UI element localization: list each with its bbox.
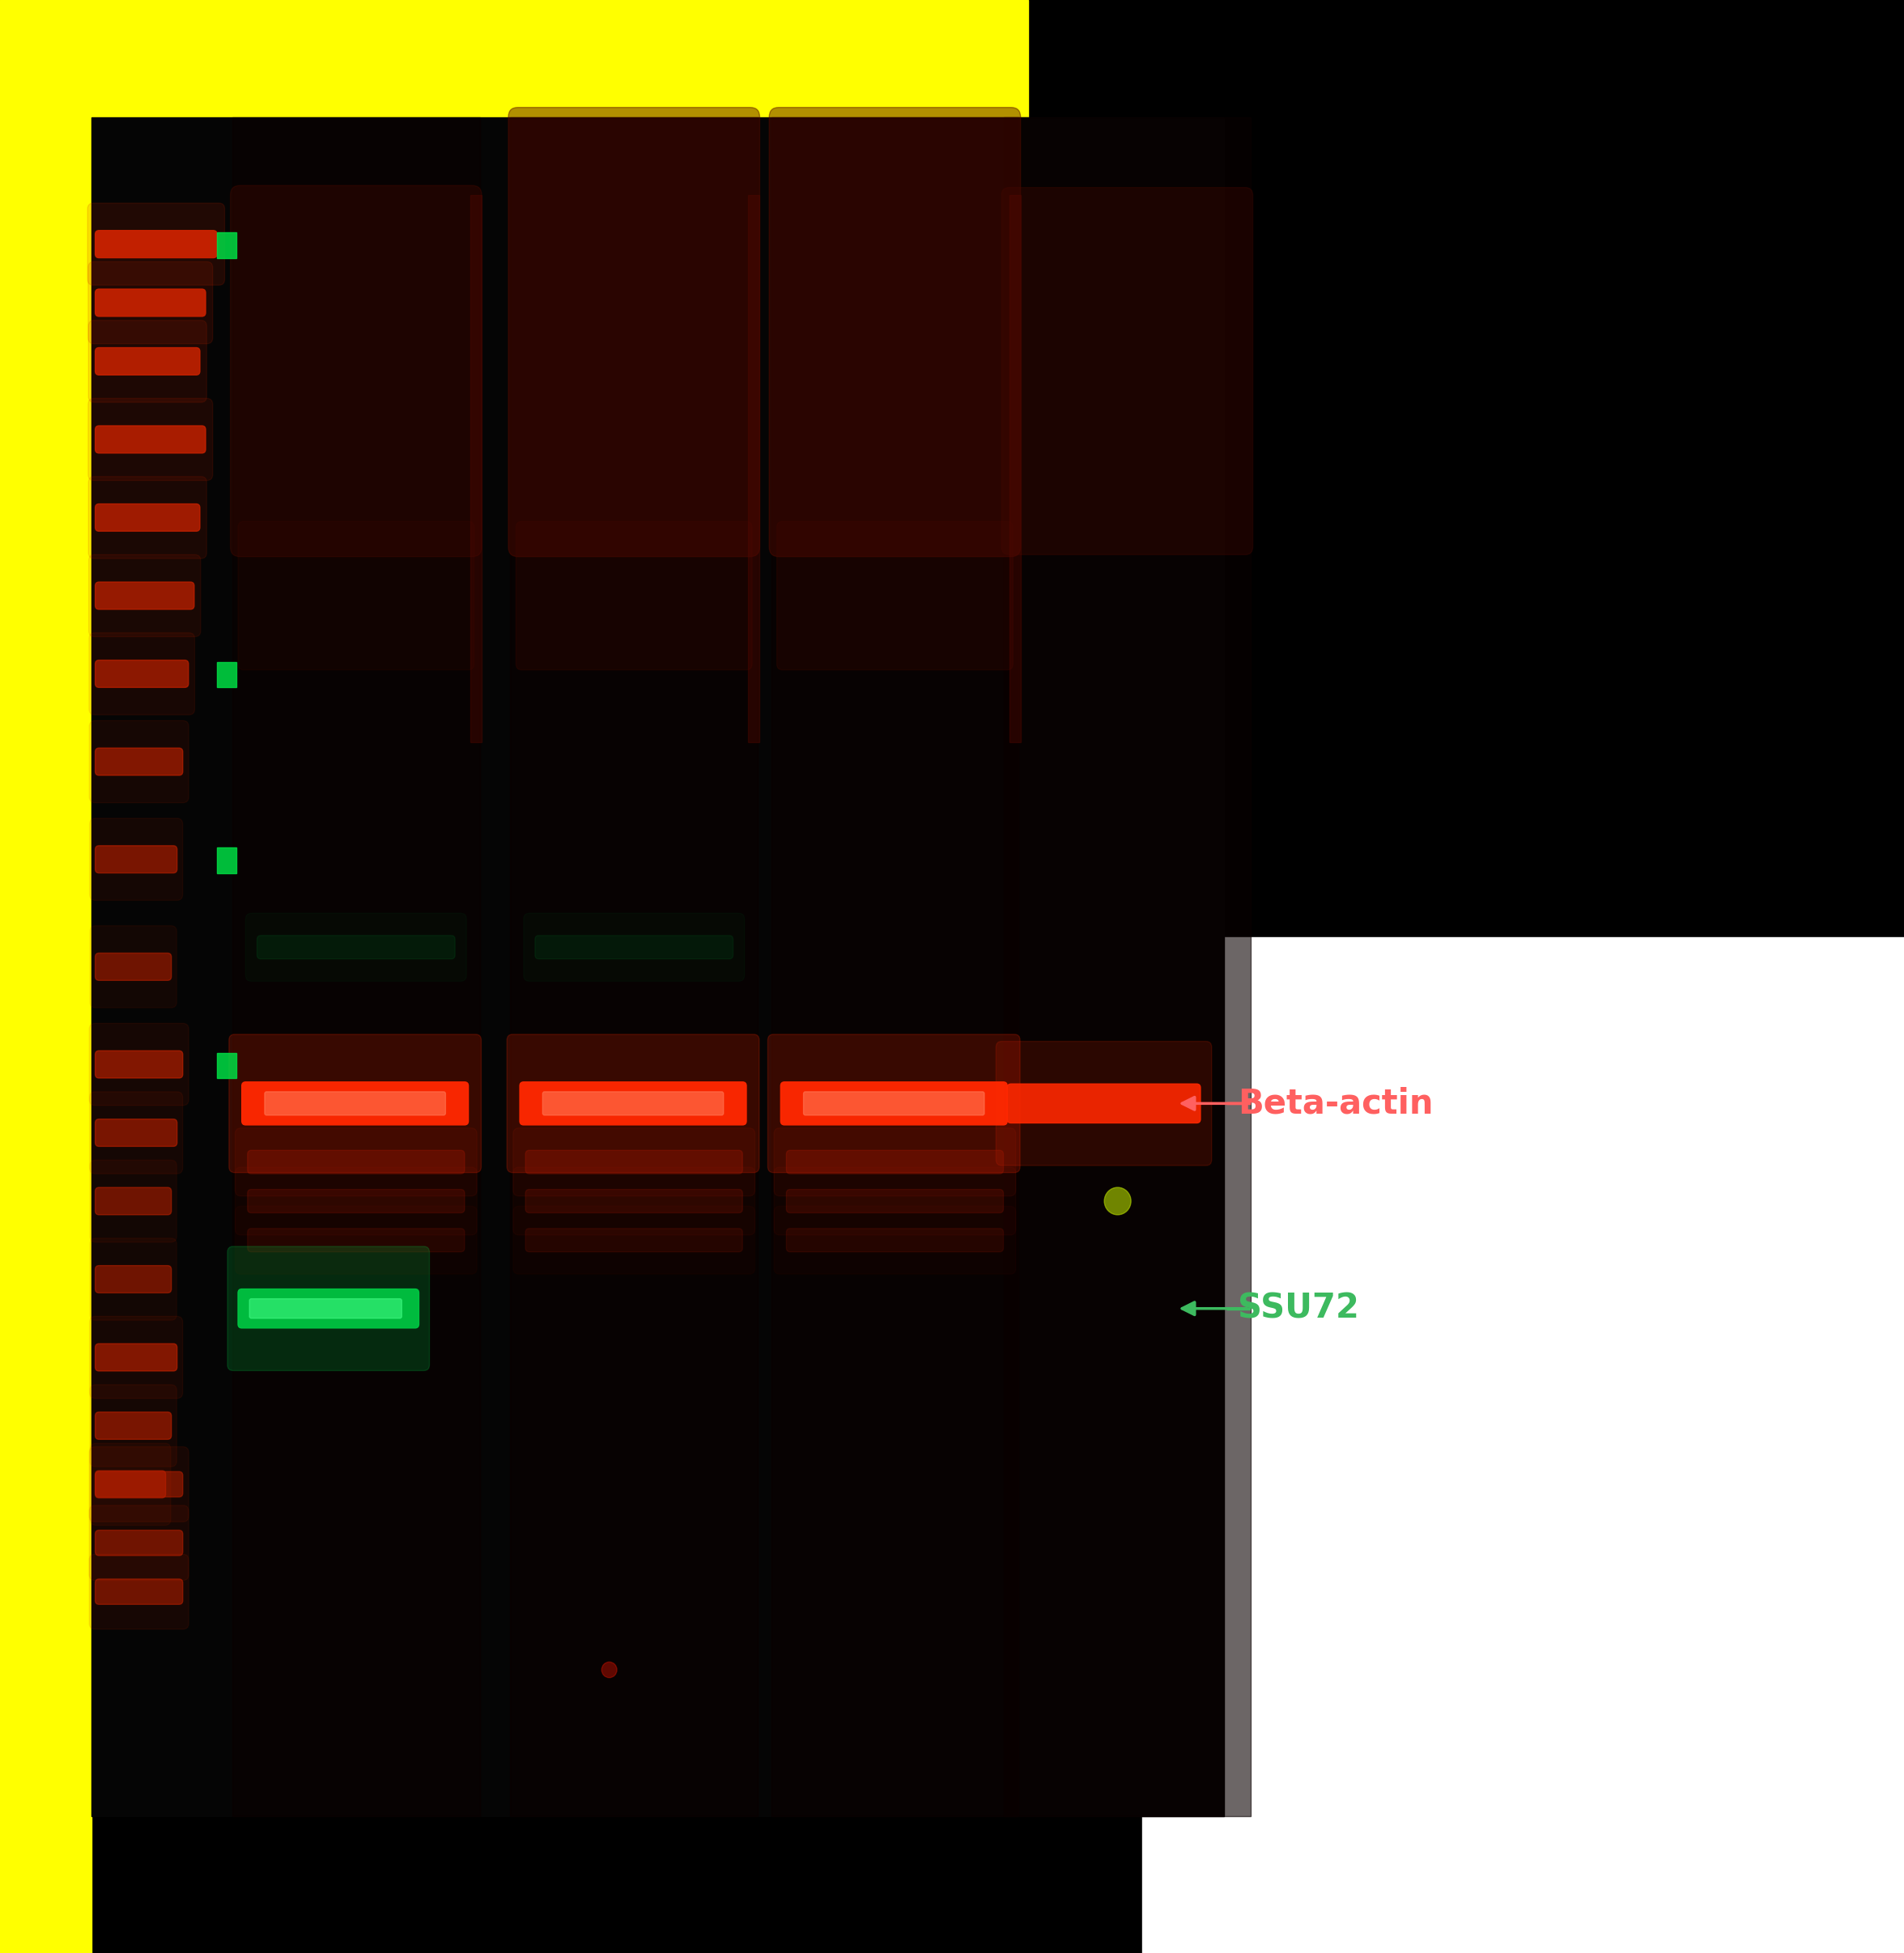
FancyBboxPatch shape — [230, 186, 482, 557]
FancyBboxPatch shape — [95, 504, 200, 531]
FancyBboxPatch shape — [95, 660, 188, 687]
FancyBboxPatch shape — [773, 1168, 1017, 1234]
FancyBboxPatch shape — [89, 1385, 177, 1467]
FancyBboxPatch shape — [238, 1289, 419, 1328]
FancyBboxPatch shape — [95, 1531, 183, 1555]
FancyBboxPatch shape — [89, 633, 194, 715]
Bar — [1003, 117, 1251, 1816]
FancyBboxPatch shape — [257, 935, 455, 959]
FancyBboxPatch shape — [786, 1189, 1003, 1213]
FancyBboxPatch shape — [506, 1035, 760, 1172]
FancyBboxPatch shape — [88, 262, 213, 344]
FancyBboxPatch shape — [89, 1555, 188, 1629]
FancyBboxPatch shape — [88, 477, 208, 559]
FancyBboxPatch shape — [89, 1443, 171, 1525]
FancyBboxPatch shape — [95, 1344, 177, 1371]
Bar — [1142, 937, 1904, 1953]
FancyBboxPatch shape — [803, 1092, 984, 1115]
FancyBboxPatch shape — [777, 521, 1013, 670]
FancyBboxPatch shape — [89, 1092, 183, 1174]
Bar — [217, 662, 236, 687]
Bar — [232, 117, 480, 1816]
Bar — [0, 0, 1028, 127]
FancyBboxPatch shape — [95, 1051, 183, 1078]
FancyBboxPatch shape — [767, 1035, 1021, 1172]
Bar — [470, 195, 482, 742]
Bar — [217, 232, 236, 258]
FancyBboxPatch shape — [95, 230, 217, 258]
FancyBboxPatch shape — [95, 1266, 171, 1293]
FancyBboxPatch shape — [89, 1447, 188, 1521]
FancyBboxPatch shape — [249, 1299, 402, 1318]
Bar — [0, 0, 91, 1953]
FancyBboxPatch shape — [520, 1082, 746, 1125]
FancyBboxPatch shape — [88, 203, 225, 285]
FancyBboxPatch shape — [1002, 187, 1253, 555]
Circle shape — [1104, 1187, 1131, 1215]
FancyBboxPatch shape — [996, 1041, 1211, 1166]
FancyBboxPatch shape — [535, 935, 733, 959]
FancyBboxPatch shape — [234, 1168, 476, 1234]
FancyBboxPatch shape — [248, 1150, 465, 1174]
FancyBboxPatch shape — [786, 1228, 1003, 1252]
FancyBboxPatch shape — [89, 1023, 188, 1105]
FancyBboxPatch shape — [95, 348, 200, 375]
FancyBboxPatch shape — [89, 818, 183, 900]
FancyBboxPatch shape — [95, 1187, 171, 1215]
FancyBboxPatch shape — [89, 555, 200, 637]
Bar — [217, 1053, 236, 1078]
FancyBboxPatch shape — [543, 1092, 724, 1115]
FancyBboxPatch shape — [516, 521, 752, 670]
FancyBboxPatch shape — [526, 1150, 743, 1174]
FancyBboxPatch shape — [95, 1471, 166, 1498]
Bar — [510, 117, 758, 1816]
FancyBboxPatch shape — [89, 926, 177, 1008]
FancyBboxPatch shape — [514, 1129, 754, 1195]
Text: SSU72: SSU72 — [1238, 1291, 1359, 1326]
FancyBboxPatch shape — [526, 1228, 743, 1252]
FancyBboxPatch shape — [242, 1082, 468, 1125]
FancyBboxPatch shape — [95, 1578, 183, 1605]
FancyBboxPatch shape — [514, 1168, 754, 1234]
FancyBboxPatch shape — [89, 1316, 183, 1398]
FancyBboxPatch shape — [95, 953, 171, 980]
FancyBboxPatch shape — [781, 1082, 1007, 1125]
FancyBboxPatch shape — [227, 1246, 430, 1371]
FancyBboxPatch shape — [246, 914, 466, 980]
FancyBboxPatch shape — [1007, 1084, 1201, 1123]
FancyBboxPatch shape — [248, 1189, 465, 1213]
Bar — [217, 848, 236, 873]
Bar — [1009, 195, 1021, 742]
FancyBboxPatch shape — [265, 1092, 446, 1115]
FancyBboxPatch shape — [508, 107, 760, 557]
FancyBboxPatch shape — [238, 521, 474, 670]
FancyBboxPatch shape — [773, 1129, 1017, 1195]
FancyBboxPatch shape — [524, 914, 744, 980]
FancyBboxPatch shape — [88, 398, 213, 480]
FancyBboxPatch shape — [89, 1238, 177, 1320]
FancyBboxPatch shape — [95, 1119, 177, 1146]
FancyBboxPatch shape — [95, 748, 183, 775]
FancyBboxPatch shape — [89, 721, 188, 803]
Bar — [771, 117, 1019, 1816]
FancyBboxPatch shape — [89, 1160, 177, 1242]
FancyBboxPatch shape — [95, 289, 206, 316]
FancyBboxPatch shape — [95, 846, 177, 873]
FancyBboxPatch shape — [526, 1189, 743, 1213]
FancyBboxPatch shape — [248, 1228, 465, 1252]
FancyBboxPatch shape — [89, 1506, 188, 1580]
FancyBboxPatch shape — [769, 107, 1021, 557]
FancyBboxPatch shape — [95, 1412, 171, 1439]
FancyBboxPatch shape — [88, 320, 208, 402]
FancyBboxPatch shape — [228, 1035, 482, 1172]
FancyBboxPatch shape — [95, 582, 194, 609]
FancyBboxPatch shape — [234, 1129, 476, 1195]
Circle shape — [602, 1662, 617, 1678]
FancyBboxPatch shape — [95, 1473, 183, 1498]
Text: Beta-actin: Beta-actin — [1238, 1086, 1434, 1121]
FancyBboxPatch shape — [95, 426, 206, 453]
FancyBboxPatch shape — [786, 1150, 1003, 1174]
Bar — [91, 117, 1224, 1816]
Bar — [748, 195, 760, 742]
